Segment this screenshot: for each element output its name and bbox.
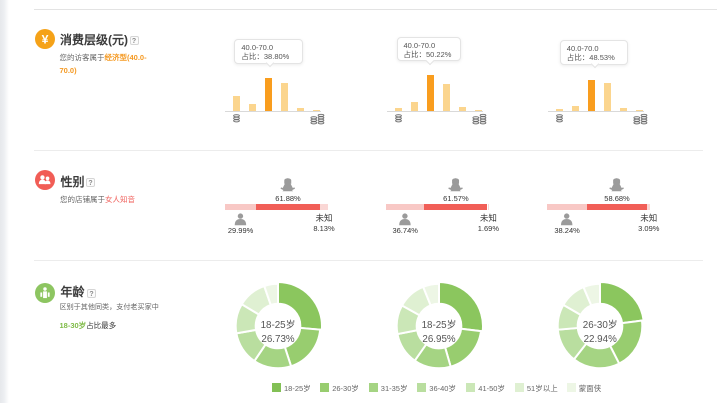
svg-text:¥: ¥ [41,33,48,47]
